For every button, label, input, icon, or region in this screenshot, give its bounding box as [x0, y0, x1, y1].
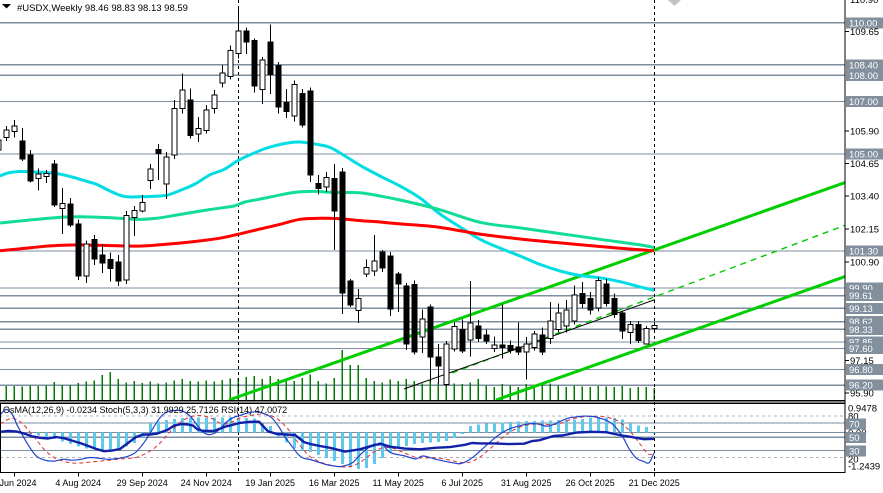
svg-text:105.00: 105.00	[849, 150, 878, 161]
svg-text:11 May 2025: 11 May 2025	[373, 478, 424, 488]
svg-text:99.90: 99.90	[849, 284, 873, 295]
svg-text:104.65: 104.65	[850, 159, 879, 170]
svg-text:70: 70	[849, 420, 860, 431]
svg-text:97.60: 97.60	[849, 344, 873, 355]
svg-text:#USDX,Weekly 98.46 98.83 98.1: #USDX,Weekly 98.46 98.83 98.13 98.59	[17, 3, 188, 14]
svg-text:97.85: 97.85	[849, 337, 873, 348]
svg-text:16 Mar 2025: 16 Mar 2025	[309, 478, 360, 488]
svg-text:31 Aug 2025: 31 Aug 2025	[501, 478, 552, 488]
svg-text:107.00: 107.00	[849, 97, 878, 108]
svg-text:0.9478: 0.9478	[848, 403, 877, 414]
svg-text:21 Dec 2025: 21 Dec 2025	[629, 478, 680, 488]
svg-text:50: 50	[849, 433, 860, 444]
svg-text:110.00: 110.00	[849, 18, 877, 29]
svg-text:19 Jan 2025: 19 Jan 2025	[245, 478, 295, 488]
svg-text:20: 20	[848, 454, 859, 465]
svg-text:97.15: 97.15	[850, 356, 874, 367]
svg-text:99.61: 99.61	[849, 291, 873, 302]
svg-text:OsMA(12,26,9) -0.0234 Stoch(5: OsMA(12,26,9) -0.0234 Stoch(5,3,3) 31.99…	[3, 405, 287, 415]
svg-text:30: 30	[849, 446, 860, 457]
svg-text:6 Jul 2025: 6 Jul 2025	[441, 478, 483, 488]
svg-text:98.33: 98.33	[849, 325, 873, 336]
svg-text:4 Aug 2024: 4 Aug 2024	[55, 478, 101, 488]
svg-text:26 Oct 2025: 26 Oct 2025	[566, 478, 615, 488]
svg-text:9 Jun 2024: 9 Jun 2024	[0, 478, 36, 488]
svg-text:110.90: 110.90	[850, 0, 878, 6]
svg-text:24 Nov 2024: 24 Nov 2024	[181, 478, 232, 488]
svg-text:103.40: 103.40	[850, 192, 879, 203]
svg-text:102.15: 102.15	[850, 224, 879, 235]
svg-text:100.90: 100.90	[850, 257, 879, 268]
svg-text:80: 80	[848, 412, 859, 423]
svg-text:101.30: 101.30	[849, 247, 878, 258]
svg-text:99.13: 99.13	[849, 304, 873, 315]
svg-text:-1.2439: -1.2439	[848, 462, 880, 473]
svg-text:96.20: 96.20	[849, 381, 873, 392]
svg-text:108.40: 108.40	[849, 60, 878, 71]
svg-text:29 Sep 2024: 29 Sep 2024	[117, 478, 168, 488]
svg-text:108.00: 108.00	[849, 71, 878, 82]
svg-text:95.90: 95.90	[850, 389, 874, 400]
svg-text:109.65: 109.65	[850, 27, 879, 38]
svg-text:96.80: 96.80	[849, 365, 873, 376]
svg-text:98.62: 98.62	[849, 317, 873, 328]
svg-text:105.90: 105.90	[850, 127, 879, 138]
